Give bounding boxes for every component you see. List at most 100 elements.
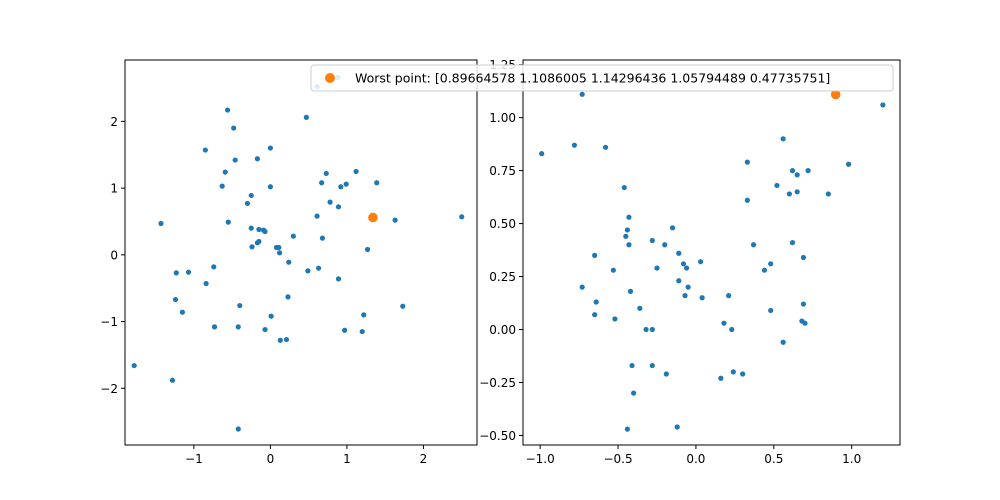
data-point [335,276,342,282]
data-point [254,156,260,162]
data-point [276,250,283,256]
data-point [219,183,225,189]
legend-marker-worst-point [325,73,335,83]
data-point [845,161,852,167]
data-point [222,169,228,175]
y-tick-label: 2 [110,115,118,129]
data-point [169,377,176,383]
legend-label-worst-point: Worst point: [0.89664578 1.1086005 1.142… [355,71,830,86]
data-point [676,250,682,256]
data-point [674,424,680,430]
x-tick-label: 2 [420,452,428,466]
data-point [353,168,359,175]
data-point [290,233,296,239]
data-point [305,268,311,274]
data-point [283,336,290,343]
x-tick-label: −1 [185,452,203,466]
data-point [285,294,291,300]
data-point [699,295,705,301]
data-point [643,326,649,333]
y-tick-label: 0.50 [489,217,516,231]
data-point [761,267,768,273]
data-point [579,284,585,290]
data-point [626,214,632,220]
data-point [248,192,254,199]
data-point [592,312,598,318]
data-point [612,316,618,322]
data-point [683,265,690,271]
data-point [185,269,192,275]
data-point [780,136,786,142]
data-point [740,371,746,377]
data-point [593,299,599,305]
data-point [172,296,179,303]
left-scatter-plot: −1 0 1 2 −2 −1 0 1 2 [100,59,478,466]
data-point [225,219,231,225]
data-point [319,180,325,186]
data-point [768,307,774,314]
data-point [805,168,811,174]
data-point [624,426,630,432]
data-point [730,369,736,375]
data-point [364,246,371,253]
data-point [459,214,465,220]
axes-frame [124,59,478,446]
data-point [158,220,164,227]
data-point [343,181,349,187]
data-point [800,301,807,307]
right-scatter-plot: −1.0 −0.5 0.0 0.5 1.0 −0.50 −0.25 0.00 0.25 0.50 0… [479,58,901,466]
data-point [374,180,380,186]
data-point [669,225,676,231]
data-point [286,259,292,265]
data-point [267,184,273,190]
data-point [726,293,732,299]
data-point [649,237,655,244]
x-tick-label: 0 [267,452,275,466]
data-point [786,191,792,197]
data-point [697,259,704,265]
legend: Worst point: [0.89664578 1.1086005 1.142… [310,64,894,92]
data-point [392,217,398,223]
data-point [173,270,179,276]
data-point [400,303,406,309]
data-point [676,278,682,284]
data-point [750,242,757,248]
data-point [262,228,268,235]
data-point [211,264,217,270]
data-point [654,265,660,271]
data-point [316,265,322,271]
y-tick-label: −1 [100,315,118,329]
data-point [179,309,185,315]
x-tick-label: 0.0 [686,452,705,466]
data-point [662,242,668,248]
data-point [721,320,727,326]
data-point [256,226,262,233]
y-tick-label: 1.00 [489,111,516,125]
data-point [623,233,629,239]
data-point [335,204,342,210]
data-point [794,172,800,178]
data-point [131,362,137,369]
data-point [744,197,750,203]
data-point [629,362,635,369]
data-point [338,184,344,190]
data-point [276,244,282,251]
x-tick-label: −1.0 [526,452,555,466]
data-point [231,125,237,131]
data-point [359,328,365,335]
data-point [244,200,251,207]
data-point [626,242,632,248]
data-point [248,225,254,231]
data-point [744,159,750,165]
x-tick-label: 0.5 [764,452,783,466]
data-point [627,288,634,294]
data-point [880,102,886,108]
data-point [649,362,655,369]
data-point [323,170,329,177]
data-point [649,326,655,333]
data-point [342,327,348,333]
data-point [621,184,627,191]
data-point [780,339,786,345]
data-point [268,313,274,319]
data-point [249,244,255,250]
